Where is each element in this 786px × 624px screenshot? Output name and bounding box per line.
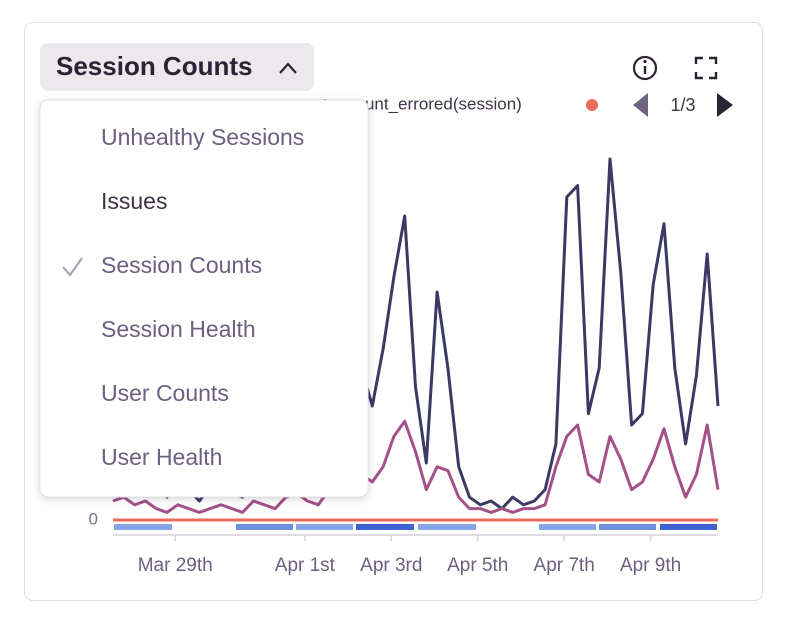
pager-text: 1/3 <box>670 95 695 115</box>
release-bar <box>599 524 656 530</box>
x-tick-label: Apr 1st <box>275 555 336 576</box>
legend-dot <box>586 99 598 111</box>
release-bar <box>418 524 476 530</box>
release-bar <box>539 524 596 530</box>
series-line <box>112 419 720 514</box>
selector-title: Session Counts <box>56 51 252 81</box>
x-tick-label: Apr 7th <box>534 555 595 576</box>
menu-option[interactable]: Unhealthy Sessions <box>101 124 304 150</box>
release-bar <box>660 524 717 530</box>
x-tick-label: Apr 9th <box>620 555 681 576</box>
release-bar <box>296 524 353 530</box>
fullscreen-icon[interactable] <box>694 56 718 80</box>
dropdown-menu: Unhealthy Sessions Issues Session Counts Se… <box>39 99 369 498</box>
y-tick-label: 0 <box>89 509 98 528</box>
plot: 0 Mar 29th Apr 1st Apr 3rd Apr 5th Apr 7th Apr… <box>89 94 720 576</box>
menu-option[interactable]: Session Health <box>101 316 256 342</box>
chart-selector[interactable]: Session Counts <box>40 43 314 91</box>
menu-option[interactable]: Issues <box>101 188 167 214</box>
release-bar <box>236 524 293 530</box>
menu-option[interactable]: User Counts <box>101 380 229 406</box>
menu-option[interactable]: Session Counts <box>101 252 262 278</box>
x-tick-label: Mar 29th <box>138 555 213 576</box>
release-bar <box>356 524 414 530</box>
release-bar <box>114 524 172 530</box>
info-icon[interactable] <box>632 55 658 81</box>
pager-bg <box>610 88 720 122</box>
next-page[interactable] <box>717 93 733 117</box>
menu-option[interactable]: User Health <box>101 444 222 470</box>
x-tick-label: Apr 3rd <box>360 555 422 576</box>
check-mark <box>62 257 83 277</box>
prev-page[interactable] <box>633 93 648 117</box>
x-tick-label: Apr 5th <box>447 555 508 576</box>
legend-label: count_errored(session) <box>347 94 522 113</box>
